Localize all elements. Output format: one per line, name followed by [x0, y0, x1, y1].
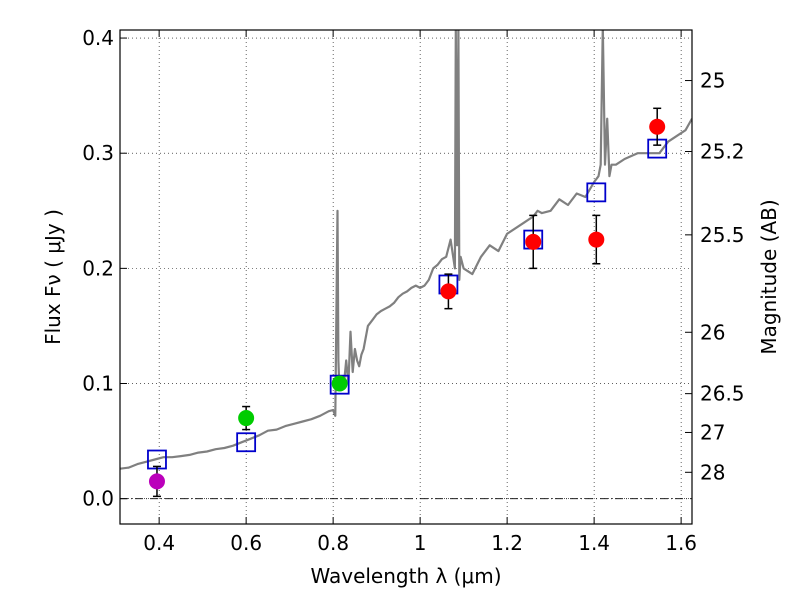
- observed-point: [148, 473, 165, 490]
- plot-area: [120, 30, 692, 498]
- plot-frame: [119, 29, 693, 525]
- y2-tick-label: 26.5: [700, 382, 745, 406]
- y-tick-label: 0.2: [82, 256, 114, 280]
- x-tick-label: 1.2: [491, 531, 523, 555]
- y-tick-label: 0.0: [82, 487, 114, 511]
- observed-point: [588, 231, 605, 248]
- x-tick-label: 1: [414, 531, 427, 555]
- y-tick-label: 0.4: [82, 26, 114, 50]
- observed-point: [440, 283, 457, 300]
- y-tick-label: 0.3: [82, 141, 114, 165]
- observed-point: [331, 375, 348, 392]
- y-tick-label: 0.1: [82, 372, 114, 396]
- x-axis-title: Wavelength λ (μm): [310, 564, 501, 588]
- x-tick-label: 0.8: [317, 531, 349, 555]
- observed-points: [148, 118, 666, 490]
- y2-tick-label: 25: [700, 69, 725, 93]
- observed-point: [649, 118, 666, 135]
- model-band-square: [586, 182, 607, 203]
- x-tick-label: 0.6: [230, 531, 262, 555]
- x-axis-ticks: 0.4 0.6 0.8 1 1.2 1.4 1.6: [143, 30, 697, 555]
- observed-point: [525, 233, 542, 250]
- x-tick-label: 0.4: [143, 531, 175, 555]
- y2-axis-title: Magnitude (AB): [757, 199, 781, 354]
- y2-axis-ticks: 25 25.2 25.5 26 26.5 27 28: [685, 69, 745, 484]
- y2-tick-label: 28: [700, 460, 725, 484]
- y2-tick-label: 26: [700, 320, 725, 344]
- x-tick-label: 1.6: [665, 531, 697, 555]
- model-spectrum-line: [120, 30, 692, 470]
- y-axis-title: Flux Fν ( μJy ): [41, 209, 65, 345]
- y2-tick-label: 25.2: [700, 139, 745, 163]
- y2-tick-label: 25.5: [700, 223, 745, 247]
- x-tick-label: 1.4: [578, 531, 610, 555]
- model-band-square: [236, 432, 257, 453]
- observed-point: [238, 410, 255, 427]
- y2-tick-label: 27: [700, 420, 725, 444]
- y-axis-ticks: 0.0 0.1 0.2 0.3 0.4: [82, 26, 127, 511]
